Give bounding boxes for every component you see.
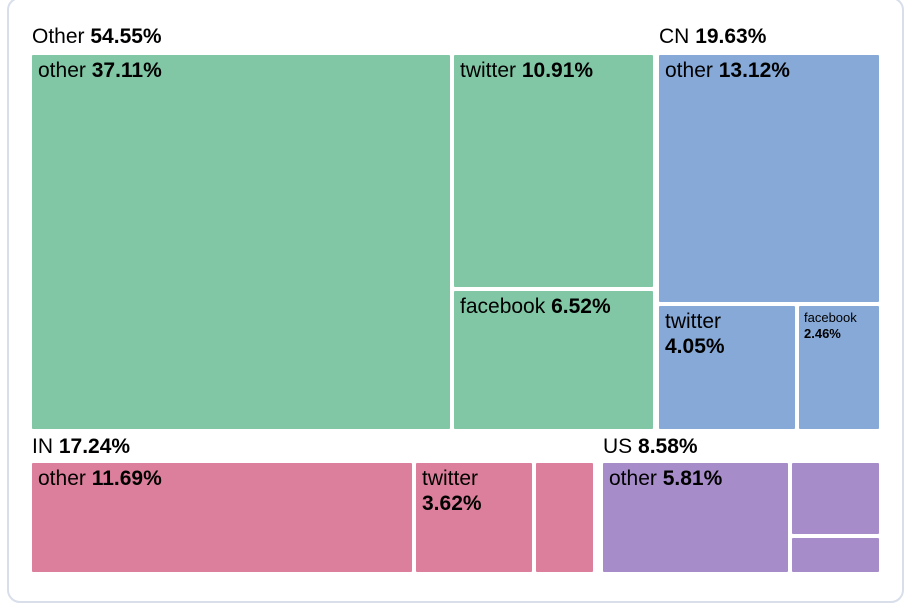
cell-name: facebook bbox=[804, 310, 857, 325]
group-name: Other bbox=[32, 25, 85, 48]
cell-name: twitter bbox=[460, 59, 517, 82]
treemap-cell-us-unlabeled-2[interactable] bbox=[792, 538, 879, 572]
treemap-cell-us-unlabeled-1[interactable] bbox=[792, 463, 879, 534]
group-value: 8.58% bbox=[638, 435, 698, 458]
cell-name: other bbox=[609, 467, 657, 490]
cell-value: 2.46% bbox=[804, 326, 841, 341]
group-value: 54.55% bbox=[90, 25, 162, 48]
cell-value: 13.12% bbox=[718, 59, 790, 82]
treemap-cell-in-other[interactable]: other 11.69% bbox=[32, 463, 412, 572]
cell-name: twitter bbox=[665, 310, 722, 333]
cell-value: 11.69% bbox=[91, 467, 162, 490]
treemap-cell-other-twitter[interactable]: twitter 10.91% bbox=[454, 55, 653, 287]
cell-value: 37.11% bbox=[91, 59, 162, 82]
cell-name: facebook bbox=[460, 295, 546, 318]
group-value: 17.24% bbox=[58, 435, 131, 458]
cell-name: twitter bbox=[422, 467, 479, 490]
cell-name: other bbox=[38, 467, 86, 490]
group-name: US bbox=[603, 435, 633, 458]
cell-name: other bbox=[665, 59, 713, 82]
group-name: IN bbox=[32, 435, 53, 458]
treemap-cell-cn-other[interactable]: other 13.12% bbox=[659, 55, 879, 302]
cell-value: 5.81% bbox=[662, 467, 723, 490]
treemap-cell-other-other[interactable]: other 37.11% bbox=[32, 55, 450, 429]
cell-value: 3.62% bbox=[422, 492, 482, 515]
treemap-cell-us-other[interactable]: other 5.81% bbox=[603, 463, 788, 572]
treemap-cell-cn-twitter[interactable]: twitter 4.05% bbox=[659, 306, 795, 429]
cell-name: other bbox=[38, 59, 86, 82]
group-label-in: IN 17.24% bbox=[32, 434, 130, 459]
cell-value: 10.91% bbox=[521, 59, 594, 82]
treemap-cell-in-unlabeled-2[interactable] bbox=[536, 463, 593, 572]
cell-value: 4.05% bbox=[665, 335, 725, 358]
group-label-cn: CN 19.63% bbox=[659, 24, 766, 49]
treemap-cell-in-twitter[interactable]: twitter 3.62% bbox=[416, 463, 532, 572]
group-name: CN bbox=[659, 25, 690, 48]
treemap-cell-cn-facebook[interactable]: facebook 2.46% bbox=[799, 306, 879, 429]
treemap-cell-other-facebook[interactable]: facebook 6.52% bbox=[454, 291, 653, 429]
group-value: 19.63% bbox=[695, 25, 767, 48]
group-label-us: US 8.58% bbox=[603, 434, 698, 459]
group-label-other: Other 54.55% bbox=[32, 24, 162, 49]
cell-value: 6.52% bbox=[551, 295, 611, 318]
